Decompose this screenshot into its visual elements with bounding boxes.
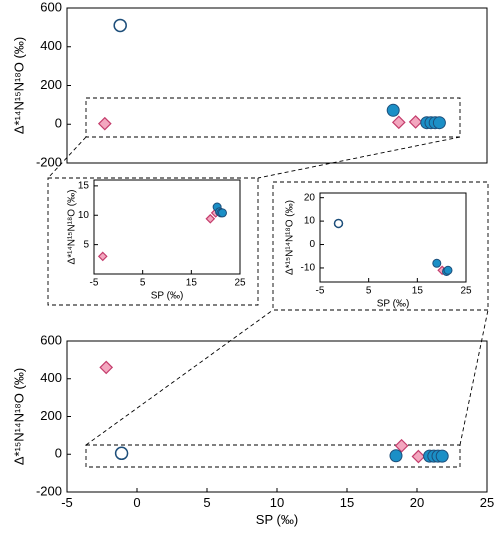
data-point (391, 115, 406, 130)
x-tick-label: -5 (61, 495, 73, 510)
x-tick-label: 5 (366, 286, 372, 297)
y-tick-label: 0 (309, 239, 315, 250)
inset-frame (272, 181, 489, 311)
y-tick-label: 10 (304, 216, 316, 227)
x-tick-label: 25 (234, 278, 246, 289)
x-axis-label: SP (‰) (151, 291, 184, 302)
data-point (333, 218, 344, 229)
x-tick-label: 10 (270, 495, 284, 510)
y-tick-label: 0 (55, 446, 62, 461)
data-point (217, 208, 227, 218)
data-point (205, 213, 216, 224)
data-point (99, 360, 114, 375)
zoom-connector (459, 309, 489, 446)
x-tick-label: 0 (133, 495, 140, 510)
x-tick-label: 15 (412, 286, 424, 297)
y-tick-label: 600 (40, 332, 62, 347)
y-tick-label: 600 (40, 0, 62, 14)
zoom-connector (257, 136, 461, 179)
data-point (97, 116, 112, 131)
y-tick-label: 400 (40, 370, 62, 385)
zoom-region (85, 97, 461, 138)
y-axis-label: Δ*¹⁴N¹⁵N¹⁸O (‰) (11, 37, 26, 134)
x-tick-label: -5 (90, 278, 99, 289)
y-axis-label: Δ*¹⁵N¹⁴N¹⁸O (‰) (285, 200, 296, 275)
y-tick-label: 20 (304, 192, 316, 203)
y-tick-label: 10 (78, 210, 90, 221)
plot-frame (319, 192, 467, 283)
data-point (435, 449, 449, 463)
x-axis-label: SP (‰) (377, 299, 410, 310)
data-point (114, 446, 129, 461)
data-point (443, 265, 453, 275)
x-tick-label: 25 (480, 495, 494, 510)
x-tick-label: 20 (410, 495, 424, 510)
data-point (113, 18, 127, 33)
inset-frame (47, 177, 259, 306)
data-point (408, 115, 423, 129)
y-tick-label: 0 (55, 116, 62, 131)
y-tick-label: 200 (40, 77, 62, 92)
zoom-region (85, 444, 461, 468)
plot-frame (66, 340, 488, 493)
y-tick-label: -200 (36, 483, 62, 498)
data-point (432, 258, 442, 268)
y-tick-label: 400 (40, 38, 62, 53)
y-tick-label: -200 (36, 154, 62, 169)
zoom-connector (85, 309, 274, 446)
plot-frame (93, 179, 241, 275)
x-tick-label: 15 (340, 495, 354, 510)
data-point (97, 251, 108, 262)
plot-frame (66, 7, 488, 164)
y-tick-label: 5 (83, 239, 89, 250)
y-tick-label: 15 (78, 181, 90, 192)
y-tick-label: -10 (301, 263, 316, 274)
zoom-connector (47, 136, 87, 179)
x-tick-label: 5 (140, 278, 146, 289)
data-point (411, 449, 426, 464)
x-tick-label: 25 (460, 286, 472, 297)
data-point (394, 438, 409, 453)
y-axis-label: Δ*¹⁵N¹⁴N¹⁸O (‰) (11, 368, 26, 465)
x-tick-label: -5 (316, 286, 325, 297)
data-point (432, 116, 446, 130)
x-tick-label: 5 (203, 495, 210, 510)
x-tick-label: 15 (186, 278, 198, 289)
data-point (389, 449, 403, 463)
y-axis-label: Δ*¹⁴N¹⁵N¹⁸O (‰) (67, 190, 78, 265)
y-tick-label: 200 (40, 408, 62, 423)
data-point (386, 103, 400, 117)
x-axis-label: SP (‰) (256, 512, 298, 527)
